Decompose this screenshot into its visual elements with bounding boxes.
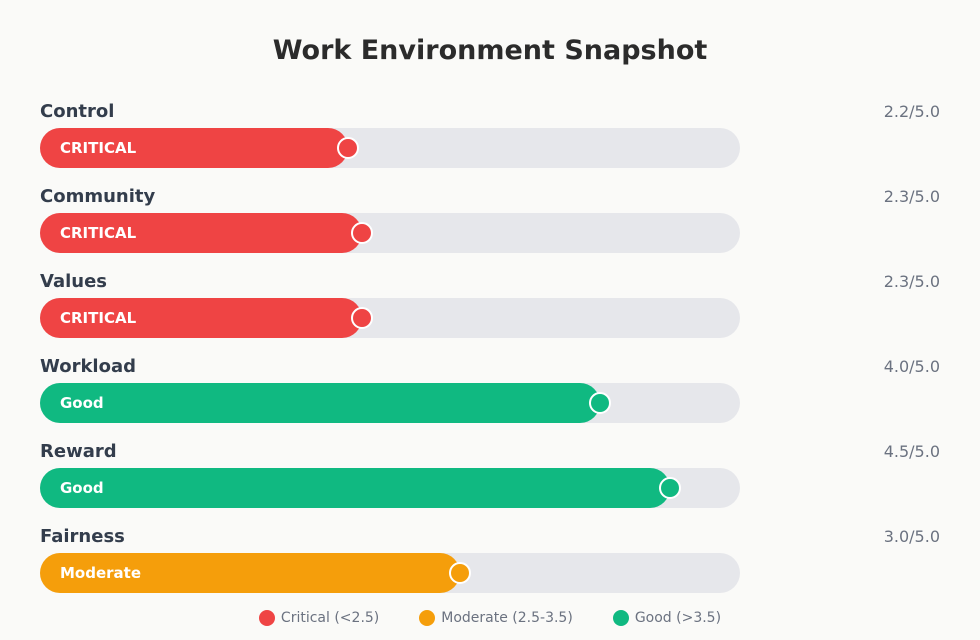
- bar-end-marker-icon: [350, 222, 373, 244]
- bar-row-workload: Workload 4.0/5.0 Good: [40, 355, 940, 435]
- bar-end-marker-icon: [448, 562, 471, 584]
- bar-track: CRITICAL: [40, 128, 740, 168]
- bar-track: Good: [40, 468, 740, 508]
- bar-track: CRITICAL: [40, 298, 740, 338]
- category-label: Community: [40, 186, 156, 207]
- status-label: Good: [60, 394, 104, 412]
- category-label: Values: [40, 271, 107, 292]
- legend-item-good: Good (>3.5): [612, 607, 722, 629]
- chart-title: Work Environment Snapshot: [272, 35, 708, 66]
- bar-end-marker-icon: [350, 307, 373, 329]
- bar-fill: Good: [40, 383, 600, 423]
- score-label: 2.3/5.0: [883, 187, 940, 206]
- bar-row-community: Community 2.3/5.0 CRITICAL: [40, 185, 940, 265]
- category-label: Fairness: [40, 526, 125, 547]
- bar-track: Moderate: [40, 553, 740, 593]
- bar-fill: CRITICAL: [40, 298, 362, 338]
- legend-label-moderate: Moderate (2.5-3.5): [441, 610, 573, 626]
- score-label: 4.0/5.0: [883, 357, 940, 376]
- legend-dot-critical-icon: [258, 610, 275, 626]
- legend: Critical (<2.5) Moderate (2.5-3.5) Good …: [0, 607, 980, 629]
- bar-fill: Moderate: [40, 553, 460, 593]
- bar-end-marker-icon: [336, 137, 359, 159]
- bar-fill: CRITICAL: [40, 128, 348, 168]
- bar-track: CRITICAL: [40, 213, 740, 253]
- bar-row-fairness: Fairness 3.0/5.0 Moderate: [40, 525, 940, 605]
- score-label: 2.3/5.0: [883, 272, 940, 291]
- bar-track: Good: [40, 383, 740, 423]
- bar-end-marker-icon: [658, 477, 681, 499]
- category-label: Control: [40, 101, 115, 122]
- legend-item-moderate: Moderate (2.5-3.5): [419, 607, 573, 629]
- bar-fill: Good: [40, 468, 670, 508]
- score-label: 3.0/5.0: [883, 527, 940, 546]
- bar-fill: CRITICAL: [40, 213, 362, 253]
- category-label: Workload: [40, 356, 136, 377]
- score-label: 2.2/5.0: [883, 102, 940, 121]
- score-label: 4.5/5.0: [883, 442, 940, 461]
- status-label: CRITICAL: [60, 224, 137, 242]
- legend-item-critical: Critical (<2.5): [258, 607, 380, 629]
- status-label: CRITICAL: [60, 139, 137, 157]
- category-label: Reward: [40, 441, 117, 462]
- bar-row-values: Values 2.3/5.0 CRITICAL: [40, 270, 940, 350]
- legend-label-good: Good (>3.5): [634, 610, 722, 626]
- bar-row-reward: Reward 4.5/5.0 Good: [40, 440, 940, 520]
- status-label: Moderate: [60, 564, 142, 582]
- legend-label-critical: Critical (<2.5): [280, 610, 380, 626]
- legend-dot-good-icon: [612, 610, 629, 626]
- status-label: CRITICAL: [60, 309, 137, 327]
- legend-dot-moderate-icon: [419, 610, 436, 626]
- bar-end-marker-icon: [588, 392, 611, 414]
- status-label: Good: [60, 479, 104, 497]
- bar-row-control: Control 2.2/5.0 CRITICAL: [40, 100, 940, 180]
